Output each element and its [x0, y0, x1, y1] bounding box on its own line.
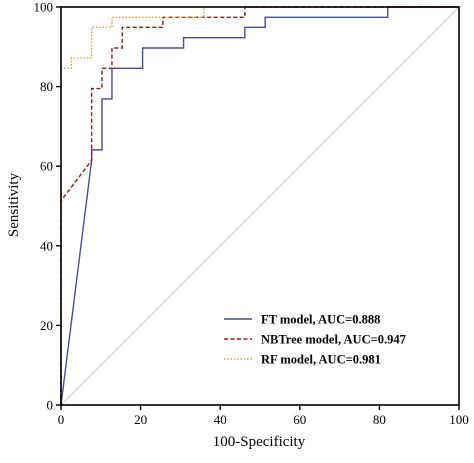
- y-axis-title: Sensitivity: [6, 172, 22, 237]
- y-tick-label: 60: [40, 159, 53, 174]
- reference-diagonal: [60, 6, 460, 406]
- x-tick-label: 0: [58, 412, 65, 427]
- ticks-layer: 0 20 40 60 80 100 0 20 40 60 80 100: [34, 0, 469, 427]
- x-tick-label: 60: [293, 412, 306, 427]
- axes-layer: [60, 6, 460, 406]
- reference-diagonal-layer: [60, 6, 460, 406]
- y-tick-label: 100: [34, 0, 54, 15]
- series-line-1: [60, 6, 459, 406]
- legend-label-2: NBTree model, AUC=0.947: [261, 333, 406, 347]
- x-axis-title: 100-Specificity: [213, 434, 306, 450]
- legend-label-1: FT model, AUC=0.888: [261, 313, 380, 327]
- x-tick-label: 40: [214, 412, 227, 427]
- x-tick-label: 100: [449, 412, 469, 427]
- x-tick-label: 20: [134, 412, 147, 427]
- y-tick-label: 0: [47, 398, 54, 413]
- plot-frame: [60, 6, 460, 406]
- legend-label-3: RF model, AUC=0.981: [261, 353, 381, 367]
- y-tick-label: 40: [40, 238, 53, 253]
- y-tick-label: 80: [40, 79, 53, 94]
- y-tick-label: 20: [40, 318, 53, 333]
- x-tick-label: 80: [373, 412, 386, 427]
- series-line-2: [60, 6, 459, 405]
- series-layer: [60, 6, 459, 406]
- legend: FT model, AUC=0.888 NBTree model, AUC=0.9…: [224, 313, 406, 367]
- series-line-3: [60, 6, 459, 405]
